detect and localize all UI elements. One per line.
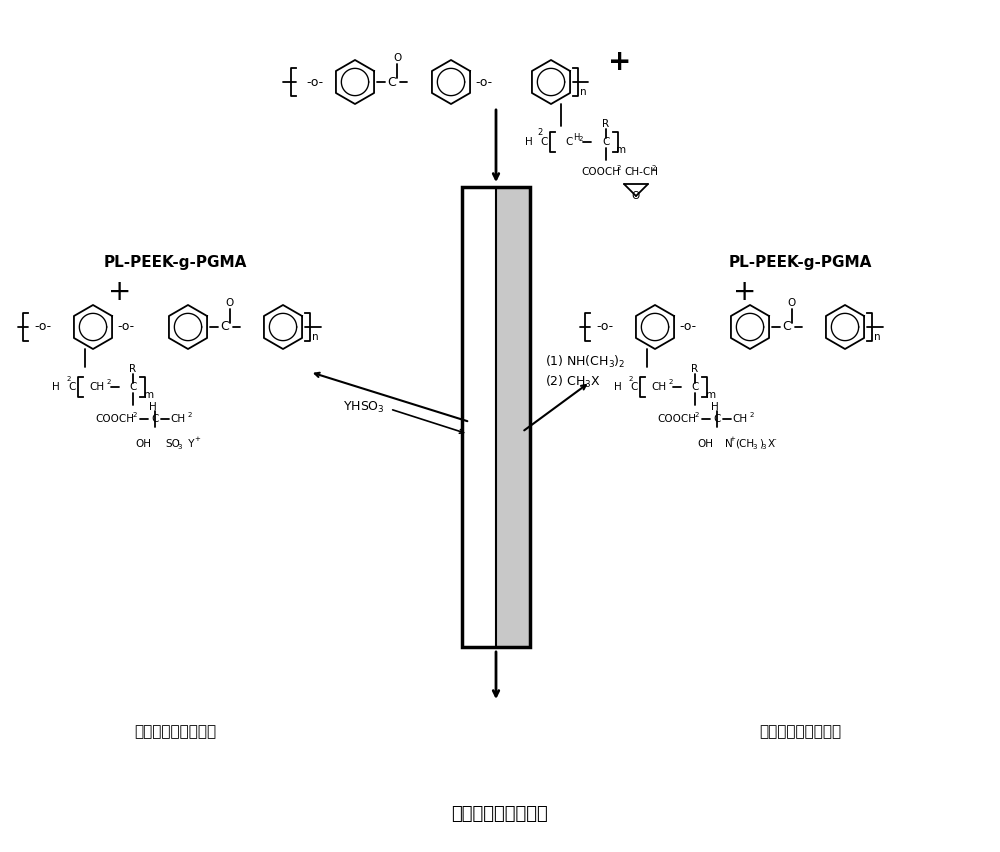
Text: (2) CH$_3$X: (2) CH$_3$X [545, 374, 601, 390]
Text: CH: CH [170, 414, 186, 424]
Text: C: C [151, 414, 159, 424]
Text: m: m [144, 390, 154, 400]
Text: O: O [788, 298, 796, 308]
Text: H: H [149, 402, 157, 412]
Text: CH: CH [651, 382, 667, 392]
Text: SO: SO [165, 439, 180, 449]
Text: COOCH: COOCH [581, 167, 620, 177]
Text: C: C [783, 320, 791, 333]
Text: H: H [711, 402, 719, 412]
Text: 含叶噛聚醚醚双极膜: 含叶噛聚醚醚双极膜 [452, 805, 548, 823]
Text: 2: 2 [67, 376, 71, 382]
Text: COOCH: COOCH [95, 414, 134, 424]
Text: 2: 2 [188, 412, 192, 418]
Text: -: - [177, 437, 179, 443]
Text: N: N [725, 439, 733, 449]
Text: PL-PEEK-g-PGMA: PL-PEEK-g-PGMA [728, 255, 872, 269]
Text: 聚醚醚阳离子交换膜: 聚醚醚阳离子交换膜 [134, 724, 216, 740]
Text: C: C [691, 382, 699, 392]
Text: C: C [541, 137, 548, 147]
Text: C: C [602, 137, 610, 147]
Text: COOCH: COOCH [657, 414, 696, 424]
Text: CH: CH [89, 382, 105, 392]
Text: R: R [602, 119, 610, 129]
Text: H: H [573, 133, 579, 141]
Text: -o-: -o- [34, 320, 52, 333]
Text: C: C [631, 382, 638, 392]
Text: R: R [691, 364, 699, 374]
Text: -o-: -o- [679, 320, 697, 333]
Text: ): ) [759, 439, 763, 449]
Text: 2: 2 [669, 379, 673, 385]
Text: 2: 2 [538, 128, 543, 137]
Text: C: C [388, 76, 396, 89]
Text: 2: 2 [750, 412, 754, 418]
Text: O: O [632, 191, 640, 201]
Text: +: + [194, 436, 200, 442]
Text: 2: 2 [617, 165, 621, 171]
Text: -o-: -o- [596, 320, 614, 333]
Text: C: C [69, 382, 76, 392]
Text: R: R [129, 364, 137, 374]
Text: O: O [393, 53, 401, 63]
Text: C: C [713, 414, 721, 424]
Text: OH: OH [697, 439, 713, 449]
Text: +: + [608, 48, 632, 76]
Text: X: X [768, 439, 775, 449]
Text: Y: Y [185, 439, 194, 449]
Text: 3: 3 [753, 444, 757, 450]
Text: PL-PEEK-g-PGMA: PL-PEEK-g-PGMA [103, 255, 247, 269]
Text: 聚醚醚阴离子交换膜: 聚醚醚阴离子交换膜 [759, 724, 841, 740]
Text: -o-: -o- [117, 320, 135, 333]
Text: H: H [525, 137, 533, 147]
Text: O: O [226, 298, 234, 308]
Text: n: n [874, 332, 880, 342]
Text: n: n [580, 87, 586, 97]
Text: C: C [129, 382, 137, 392]
Text: 2: 2 [652, 165, 656, 171]
Text: C: C [565, 137, 573, 147]
Text: -o-: -o- [306, 76, 324, 89]
Text: +: + [729, 436, 735, 442]
Text: +: + [108, 278, 132, 306]
Bar [462, 187, 496, 647]
Text: H: H [614, 382, 622, 392]
Text: n: n [312, 332, 318, 342]
Text: -: - [774, 436, 776, 442]
Text: m: m [616, 145, 626, 155]
Bar [496, 187, 530, 647]
Text: 2: 2 [629, 376, 633, 382]
Text: 3: 3 [178, 444, 182, 450]
Text: 2: 2 [133, 412, 137, 418]
Text: CH: CH [732, 414, 748, 424]
Text: YHSO$_3$: YHSO$_3$ [343, 400, 385, 415]
Text: H: H [52, 382, 60, 392]
Text: CH-CH: CH-CH [624, 167, 658, 177]
Text: 2: 2 [579, 136, 583, 142]
Text: 3: 3 [762, 444, 766, 450]
Text: (CH: (CH [735, 439, 754, 449]
Bar [462, 187, 530, 647]
Text: OH: OH [135, 439, 151, 449]
Text: 2: 2 [695, 412, 699, 418]
Text: -o-: -o- [475, 76, 493, 89]
Text: 2: 2 [107, 379, 111, 385]
Text: (1) NH(CH$_3$)$_2$: (1) NH(CH$_3$)$_2$ [545, 354, 626, 370]
Text: +: + [733, 278, 757, 306]
Text: m: m [706, 390, 716, 400]
Text: C: C [221, 320, 229, 333]
